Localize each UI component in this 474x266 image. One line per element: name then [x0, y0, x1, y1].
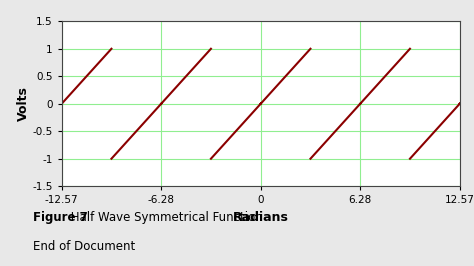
Y-axis label: Volts: Volts: [17, 86, 29, 121]
X-axis label: Radians: Radians: [233, 211, 289, 224]
Text: End of Document: End of Document: [33, 240, 136, 253]
Text: Half Wave Symmetrical Function: Half Wave Symmetrical Function: [67, 211, 263, 224]
Text: Figure 7: Figure 7: [33, 211, 88, 224]
